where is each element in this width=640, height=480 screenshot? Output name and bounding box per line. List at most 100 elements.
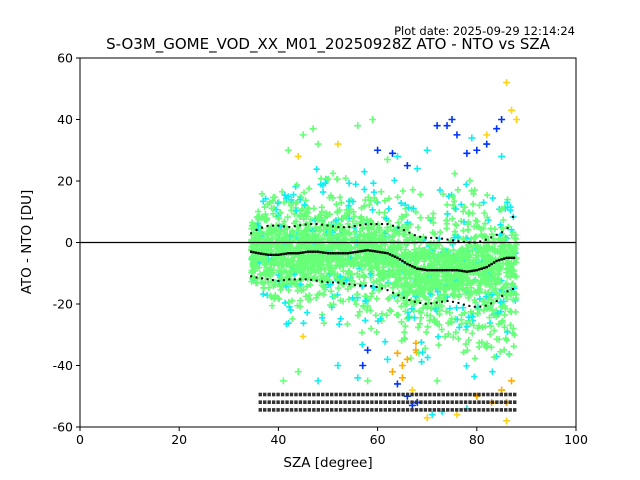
statistic-marker [284, 252, 288, 255]
scatter-point [356, 232, 364, 240]
scatter-point [285, 245, 292, 252]
bin-count-mark [513, 392, 517, 397]
scatter-point [295, 224, 302, 232]
scatter-point [464, 347, 471, 354]
scatter-point [333, 175, 341, 183]
scatter-point [463, 149, 471, 157]
statistic-marker [490, 302, 493, 305]
scatter-point [309, 125, 317, 133]
scatter-point [344, 220, 352, 228]
bin-count-mark [432, 408, 437, 412]
scatter-point [445, 255, 453, 262]
scatter-point [443, 225, 450, 232]
statistic-marker [311, 250, 315, 253]
statistic-marker [408, 263, 412, 267]
scatter-point [271, 226, 278, 234]
scatter-point [454, 233, 462, 241]
bin-count-mark [499, 400, 504, 404]
scatter-point [399, 187, 407, 195]
scatter-point [502, 281, 510, 289]
scatter-point [452, 220, 459, 228]
scatter-point [453, 131, 461, 139]
scatter-point [383, 312, 390, 319]
scatter-point [471, 373, 478, 380]
statistic-marker [356, 250, 359, 253]
scatter-point [443, 122, 451, 130]
bin-count-mark [280, 408, 285, 412]
bin-count-mark [432, 400, 437, 404]
scatter-point [248, 219, 256, 226]
scatter-point [396, 227, 404, 235]
scatter-point [369, 290, 376, 297]
scatter-point [510, 296, 517, 303]
scatter-point [353, 220, 361, 227]
statistic-marker [418, 267, 421, 271]
scatter-point [354, 374, 362, 382]
scatter-point [416, 320, 424, 327]
scatter-point [472, 251, 479, 259]
scatter-point [502, 305, 509, 312]
scatter-point [369, 256, 376, 263]
statistic-marker [512, 288, 515, 291]
statistic-marker [393, 255, 397, 258]
bin-count-mark [428, 400, 432, 404]
scatter-point [296, 268, 303, 275]
scatter-point [354, 122, 362, 130]
scatter-point [266, 199, 274, 206]
scatter-point [293, 181, 301, 189]
statistic-marker [424, 302, 427, 305]
scatter-point [419, 247, 427, 254]
scatter-point [366, 201, 373, 209]
scatter-point [332, 217, 340, 224]
scatter-point [503, 199, 511, 206]
scatter-point [360, 224, 367, 231]
scatter-point [451, 272, 458, 280]
statistic-marker [250, 275, 253, 278]
scatter-point [321, 214, 329, 221]
statistic-marker [294, 252, 297, 255]
scatter-point [260, 284, 268, 292]
scatter-point [437, 228, 444, 236]
scatter-point [402, 280, 410, 287]
scatter-point [493, 313, 500, 320]
statistic-marker [353, 284, 356, 287]
statistic-marker [505, 256, 508, 260]
scatter-point [407, 354, 415, 362]
scatter-point [299, 258, 306, 266]
scatter-point [468, 134, 476, 142]
scatter-point [503, 79, 511, 87]
scatter-point [326, 230, 334, 237]
scatter-point [370, 284, 378, 292]
statistic-marker [484, 304, 487, 307]
scatter-point [284, 225, 291, 232]
bin-count-mark [321, 392, 325, 397]
scatter-point [305, 265, 313, 273]
statistic-marker [250, 232, 253, 235]
scatter-point [495, 336, 503, 343]
statistic-marker [331, 252, 335, 255]
scatter-point [450, 246, 457, 254]
scatter-point [431, 251, 439, 258]
scatter-point [478, 338, 486, 346]
bin-count-mark [441, 400, 445, 404]
scatter-point [468, 260, 476, 268]
statistic-marker [359, 284, 362, 287]
scatter-point [348, 277, 356, 284]
bin-count-mark [463, 392, 468, 397]
scatter-point [463, 362, 470, 370]
statistic-marker [315, 223, 318, 226]
scatter-point [342, 175, 349, 182]
scatter-point [413, 258, 420, 265]
statistic-marker [310, 223, 313, 226]
statistic-marker [299, 251, 302, 255]
scatter-point [370, 229, 378, 236]
scatter-point [394, 219, 402, 226]
bin-count-mark [361, 392, 365, 397]
statistic-marker [495, 299, 498, 302]
bin-count-mark [396, 392, 401, 397]
bin-count-mark [365, 392, 370, 397]
scatter-point [413, 270, 420, 278]
scatter-point [439, 245, 446, 253]
scatter-point [483, 254, 490, 261]
statistic-marker [475, 268, 478, 272]
